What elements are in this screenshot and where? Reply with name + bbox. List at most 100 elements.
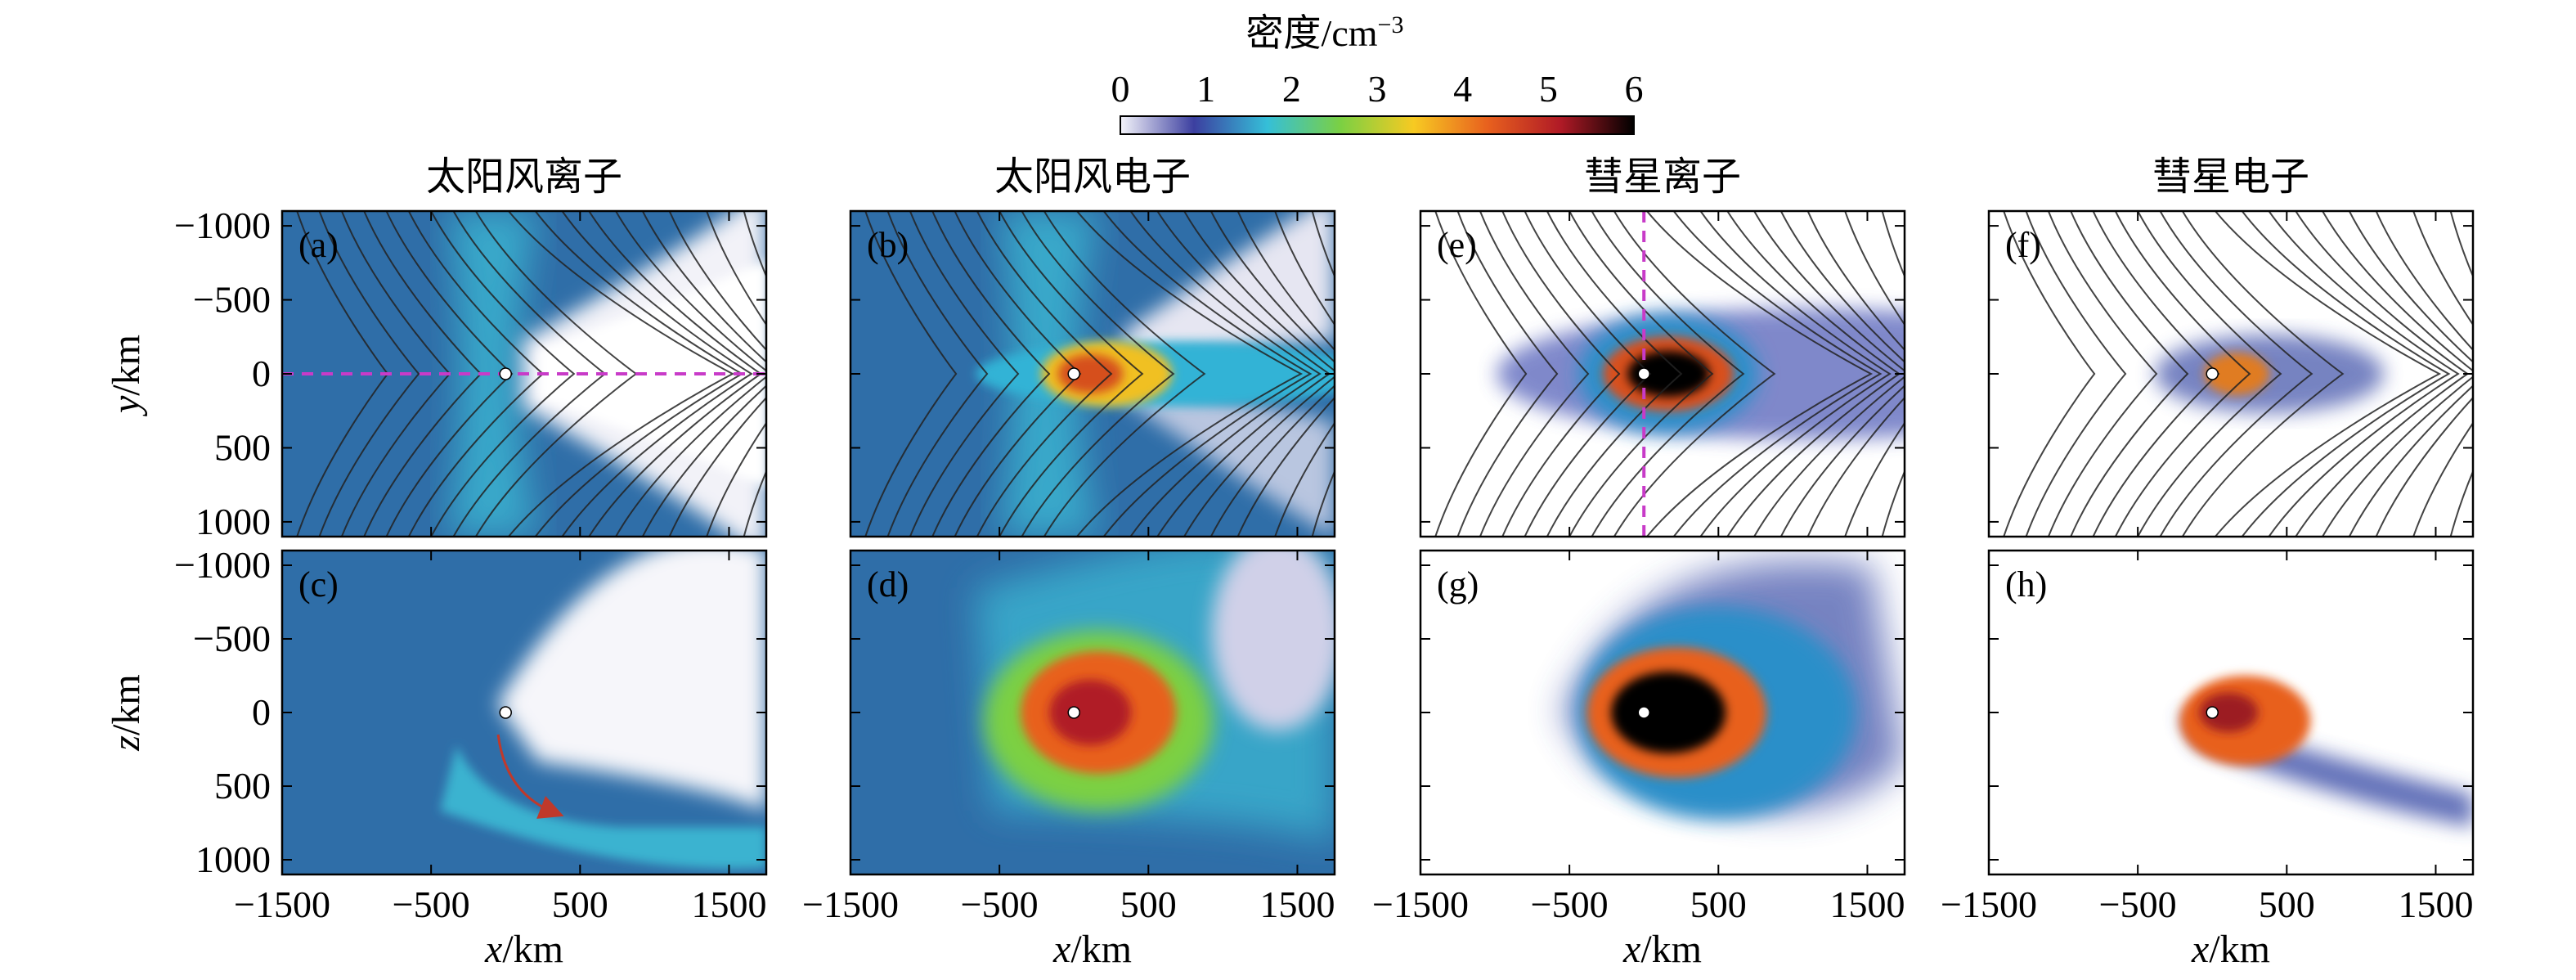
x-axis-title: x/km	[2191, 928, 2270, 971]
field-line	[706, 211, 766, 537]
field-line	[2215, 211, 2442, 537]
field-line	[1434, 211, 1528, 537]
field-line	[999, 211, 1144, 537]
field-line	[1479, 211, 1590, 537]
panel-f: (f)	[1987, 209, 2475, 538]
field-line	[2047, 211, 2158, 537]
panel-g: (g) −1500 −500 500 1500	[1372, 549, 1906, 925]
y-tick-label: −500	[193, 279, 271, 321]
panels: (a) −1000 −500 0 500 1000 (b) (e) (f) (c) −1000 −50…	[174, 205, 2475, 925]
panel-e: (e)	[1419, 209, 1906, 538]
colorbar-tick-label: 1	[1196, 68, 1215, 110]
panel-letter: (d)	[867, 564, 909, 605]
x-tick-label: 1500	[2398, 883, 2473, 925]
x-axis-title: x/km	[1622, 928, 1702, 971]
panel-letter: (f)	[2005, 225, 2041, 265]
x-tick-label: −500	[2099, 883, 2177, 925]
x-tick-label: −1500	[234, 883, 330, 925]
field-line	[1129, 211, 1322, 537]
field-line	[1753, 211, 1905, 537]
field-line	[561, 211, 753, 537]
x-tick-label: 500	[1690, 883, 1747, 925]
field-line	[1183, 211, 1335, 537]
field-line	[1274, 211, 1335, 537]
field-line	[931, 211, 1051, 537]
density-region	[538, 259, 766, 488]
field-line	[1102, 211, 1313, 537]
nucleus-marker	[1067, 367, 1080, 380]
field-line	[2375, 211, 2473, 537]
colorbar: 密度/cm−3 0 1 2 3 4 5 6	[1111, 11, 1644, 135]
heatmap	[1989, 551, 2473, 874]
field-line	[2348, 211, 2473, 537]
colorbar-title-text: 密度/cm	[1246, 12, 1378, 54]
y-tick-label: 1000	[195, 838, 271, 880]
density-region	[1057, 354, 1124, 393]
field-line	[1209, 211, 1335, 537]
colorbar-title-sup: −3	[1378, 11, 1404, 38]
field-line	[886, 211, 989, 537]
panel-letter: (b)	[867, 225, 909, 265]
heatmap	[282, 551, 766, 874]
field-line	[430, 211, 576, 537]
panel-letter: (g)	[1437, 564, 1479, 605]
panel-c: (c) −1000 −500 0 500 1000−1500 −500 500 1500	[174, 544, 768, 925]
nucleus-marker	[2206, 367, 2219, 380]
flow-arrow	[496, 734, 564, 819]
density-region	[1611, 672, 1726, 753]
y-tick-label: −1000	[174, 205, 271, 246]
colorbar-tick-label: 0	[1111, 68, 1130, 110]
y-tick-label: 1000	[195, 501, 271, 542]
density-region	[440, 745, 766, 870]
field-line	[1672, 211, 1883, 537]
x-tick-label: −1500	[1372, 883, 1469, 925]
field-line	[2025, 211, 2127, 537]
colorbar-bar	[1120, 115, 1635, 135]
heatmap	[282, 211, 766, 537]
x-tick-label: 1500	[691, 883, 766, 925]
field-line	[1613, 211, 1776, 537]
field-line	[2322, 211, 2473, 537]
y-tick-label: 500	[214, 426, 271, 468]
panel-letter: (h)	[2005, 564, 2047, 605]
field-line	[2181, 211, 2345, 537]
field-line	[1021, 211, 1175, 537]
colorbar-tick-label: 4	[1453, 68, 1472, 110]
x-tick-label: −1500	[1941, 883, 2037, 925]
field-line	[1546, 211, 1683, 537]
y-axis-title: y/km	[105, 335, 148, 417]
x-tick-label: 1500	[1259, 883, 1335, 925]
x-tick-label: −500	[1531, 883, 1609, 925]
field-line	[2114, 211, 2251, 537]
field-line	[909, 211, 1020, 537]
colorbar-tick-label: 3	[1368, 68, 1387, 110]
density-region	[497, 551, 766, 811]
field-line	[1076, 211, 1304, 537]
y-tick-label: 500	[214, 765, 271, 807]
x-tick-label: 500	[1120, 883, 1177, 925]
nucleus-marker	[1067, 706, 1080, 719]
panel-letter: (e)	[1437, 225, 1477, 265]
field-line	[1699, 211, 1892, 537]
field-line	[976, 211, 1113, 537]
column-title: 太阳风电子	[994, 155, 1191, 199]
y-tick-label: 0	[252, 691, 271, 733]
field-line	[641, 211, 766, 537]
field-line	[615, 211, 766, 537]
field-line	[508, 211, 735, 537]
x-axis-title: x/km	[1052, 928, 1132, 971]
y-tick-label: 0	[252, 353, 271, 394]
colorbar-tick-label: 2	[1282, 68, 1301, 110]
axis-labels: y/km z/km x/km x/km x/km x/km	[105, 335, 2270, 971]
heatmap	[1420, 211, 1905, 537]
field-line	[864, 211, 958, 537]
field-line	[1568, 211, 1714, 537]
nucleus-marker	[1637, 706, 1650, 719]
field-line	[1646, 211, 1874, 537]
field-line	[2412, 211, 2473, 537]
field-line	[1043, 211, 1206, 537]
field-line	[2070, 211, 2189, 537]
density-region	[1212, 551, 1335, 731]
density-region	[1123, 211, 1335, 366]
panel-d: (d) −1500 −500 500 1500	[802, 549, 1336, 925]
